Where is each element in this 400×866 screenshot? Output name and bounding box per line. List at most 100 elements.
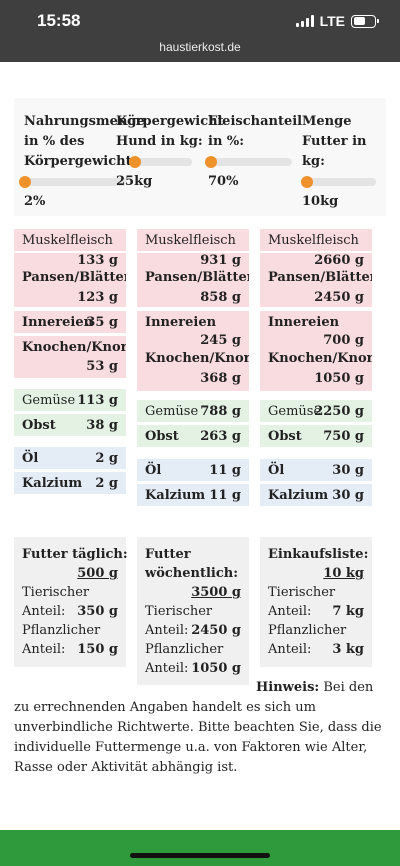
summary-total: 500 g xyxy=(77,566,118,581)
gemuese-value: 2250 g xyxy=(314,404,364,419)
animal-label-2: Anteil: xyxy=(22,604,66,619)
animal-value: 350 g xyxy=(77,604,118,619)
oel-box: Öl 11 g xyxy=(137,459,249,481)
muskelfleisch-label: Muskelfleisch xyxy=(145,233,236,248)
animal-value: 7 kg xyxy=(332,604,364,619)
muskelfleisch-label-box: Muskelfleisch xyxy=(137,229,249,251)
gemuese-box: Gemüse 2250 g xyxy=(260,400,372,422)
innereien-box: Innereien 35 g xyxy=(14,311,126,333)
plant-label: Pflanzlicher xyxy=(22,623,101,638)
status-bar: 15:58 LTE haustierkost.de xyxy=(0,0,400,62)
nahrungsmenge-slider[interactable] xyxy=(19,176,126,188)
koerpergewicht-slider[interactable] xyxy=(129,156,192,168)
kalzium-box: Kalzium 11 g xyxy=(137,484,249,506)
slider-thumb[interactable] xyxy=(205,156,217,168)
animal-label-2: Anteil: xyxy=(145,623,189,638)
plant-label: Pflanzlicher xyxy=(268,623,347,638)
pansen-label: Pansen/Blättermagen xyxy=(145,270,249,285)
oel-label: Öl xyxy=(268,463,285,478)
obst-box: Obst 750 g xyxy=(260,425,372,447)
footer-bar xyxy=(0,830,400,866)
muskelfleisch-value: 133 g xyxy=(77,253,118,268)
animal-label-2: Anteil: xyxy=(268,604,312,619)
fleischanteil-slider[interactable] xyxy=(205,156,292,168)
note-label: Hinweis: xyxy=(256,680,320,695)
oel-value: 30 g xyxy=(332,463,364,478)
input-label: Körpergewicht Hund in kg: xyxy=(116,114,224,149)
animal-label: Tierischer xyxy=(22,585,90,600)
url-bar[interactable]: haustierkost.de xyxy=(159,40,241,54)
home-indicator[interactable] xyxy=(130,853,270,858)
summary-title: Futter täglich: xyxy=(22,547,128,562)
input-label: Menge Futter in kg: xyxy=(302,114,367,169)
nahrungsmenge-value: 2% xyxy=(24,194,46,209)
summary-shopping-list: Einkaufsliste: 10 kg Tierischer Anteil: 7… xyxy=(260,537,372,667)
slider-thumb[interactable] xyxy=(301,176,313,188)
muskelfleisch-label-box: Muskelfleisch xyxy=(260,229,372,251)
oel-value: 2 g xyxy=(95,451,118,466)
pansen-label: Pansen/Blättermagen xyxy=(268,270,372,285)
kalzium-label: Kalzium xyxy=(145,488,206,503)
knochen-label: Knochen/Knorpel xyxy=(22,340,126,355)
summary-title: Einkaufsliste: xyxy=(268,547,369,562)
innereien-value: 700 g xyxy=(323,333,364,348)
pansen-value: 2450 g xyxy=(314,290,364,305)
plant-value: 1050 g xyxy=(191,661,241,676)
kalzium-label: Kalzium xyxy=(22,476,83,491)
menge-futter-slider[interactable] xyxy=(301,176,376,188)
knochen-label: Knochen/Knorpel xyxy=(268,351,372,366)
muskelfleisch-value: 931 g xyxy=(200,253,241,268)
knochen-value: 53 g xyxy=(86,359,118,374)
knochen-value: 368 g xyxy=(200,371,241,386)
plant-value: 150 g xyxy=(77,642,118,657)
obst-label: Obst xyxy=(268,429,302,444)
kalzium-box: Kalzium 30 g xyxy=(260,484,372,506)
slider-thumb[interactable] xyxy=(19,176,31,188)
input-menge-futter: Menge Futter in kg: xyxy=(302,112,382,172)
summary-daily: Futter täglich: 500 g Tierischer Anteil:… xyxy=(14,537,128,667)
plant-label-2: Anteil: xyxy=(145,661,189,676)
gemuese-box: Gemüse 113 g xyxy=(14,389,126,411)
clock: 15:58 xyxy=(37,11,81,30)
summary-total: 10 kg xyxy=(323,566,364,581)
gemuese-box: Gemüse 788 g xyxy=(137,400,249,422)
knochen-value: 1050 g xyxy=(314,371,364,386)
kalzium-box: Kalzium 2 g xyxy=(14,472,126,494)
muskelfleisch-value: 2660 g xyxy=(314,253,364,268)
obst-label: Obst xyxy=(22,418,56,433)
pansen-label: Pansen/Blättermagen xyxy=(22,270,126,285)
fleischanteil-value: 70% xyxy=(208,174,239,189)
battery-icon xyxy=(351,14,379,28)
muskelfleisch-label: Muskelfleisch xyxy=(268,233,359,248)
pansen-value: 123 g xyxy=(77,290,118,305)
muskelfleisch-label: Muskelfleisch xyxy=(22,233,113,248)
summary-total: 3500 g xyxy=(191,585,241,600)
muskelfleisch-pansen-box: 931 g Pansen/Blättermagen 858 g xyxy=(137,253,249,307)
innereien-knochen-box: Innereien 245 g Knochen/Knorpel 368 g xyxy=(137,311,249,391)
innereien-label: Innereien xyxy=(145,315,217,330)
summary-title-2: wöchentlich: xyxy=(145,566,238,581)
slider-thumb[interactable] xyxy=(129,156,141,168)
animal-label: Tierischer xyxy=(145,604,213,619)
oel-box: Öl 30 g xyxy=(260,459,372,481)
animal-label: Tierischer xyxy=(268,585,336,600)
gemuese-label: Gemüse xyxy=(22,393,76,408)
input-label: Nahrungsmenge in % des Körpergewichts: xyxy=(24,114,145,169)
summary-weekly: Futter wöchentlich: 3500 g Tierischer An… xyxy=(137,537,249,685)
summary-title: Futter xyxy=(145,547,191,562)
gemuese-label: Gemüse xyxy=(268,404,322,419)
oel-box: Öl 2 g xyxy=(14,447,126,469)
knochen-label: Knochen/Knorpel xyxy=(145,351,249,366)
menge-futter-value: 10kg xyxy=(302,194,339,209)
oel-label: Öl xyxy=(22,451,39,466)
plant-label-2: Anteil: xyxy=(268,642,312,657)
innereien-value: 245 g xyxy=(200,333,241,348)
status-icons: LTE xyxy=(295,13,379,29)
kalzium-label: Kalzium xyxy=(268,488,329,503)
obst-value: 263 g xyxy=(200,429,241,444)
muskelfleisch-pansen-box: 133 g Pansen/Blättermagen 123 g xyxy=(14,253,126,307)
plant-label-2: Anteil: xyxy=(22,642,66,657)
oel-label: Öl xyxy=(145,463,162,478)
network-label: LTE xyxy=(319,13,345,29)
innereien-value: 35 g xyxy=(86,315,118,330)
